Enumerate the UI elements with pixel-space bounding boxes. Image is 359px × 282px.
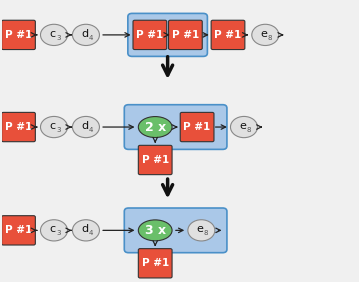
Text: c: c [50, 29, 56, 39]
Text: 3: 3 [56, 127, 61, 133]
FancyBboxPatch shape [180, 113, 214, 142]
FancyBboxPatch shape [168, 20, 202, 50]
Text: e: e [197, 224, 204, 234]
Text: e: e [239, 121, 246, 131]
Circle shape [41, 116, 67, 138]
Text: P #1: P #1 [5, 30, 32, 40]
Text: 3: 3 [56, 230, 61, 236]
FancyBboxPatch shape [211, 20, 245, 50]
Text: 8: 8 [204, 230, 208, 236]
Text: P #1: P #1 [141, 258, 169, 268]
Circle shape [73, 220, 99, 241]
Text: 2 x: 2 x [145, 120, 166, 134]
Circle shape [41, 24, 67, 45]
Text: c: c [50, 224, 56, 234]
FancyBboxPatch shape [124, 105, 227, 149]
Text: 8: 8 [246, 127, 251, 133]
Text: P #1: P #1 [5, 225, 32, 235]
Text: P #1: P #1 [214, 30, 242, 40]
FancyBboxPatch shape [128, 14, 208, 56]
Circle shape [41, 220, 67, 241]
Text: P #1: P #1 [183, 122, 211, 132]
Circle shape [252, 24, 279, 45]
FancyBboxPatch shape [1, 20, 35, 50]
FancyBboxPatch shape [124, 208, 227, 253]
Text: d: d [81, 224, 88, 234]
Ellipse shape [138, 220, 172, 241]
Text: 3: 3 [56, 35, 61, 41]
FancyBboxPatch shape [133, 20, 167, 50]
Text: d: d [81, 121, 88, 131]
Text: c: c [50, 121, 56, 131]
Text: 8: 8 [268, 35, 272, 41]
Text: d: d [81, 29, 88, 39]
Text: e: e [261, 29, 268, 39]
Text: P #1: P #1 [141, 155, 169, 165]
Circle shape [73, 116, 99, 138]
Circle shape [73, 24, 99, 45]
Circle shape [230, 116, 257, 138]
Circle shape [188, 220, 215, 241]
Text: 4: 4 [88, 35, 93, 41]
Text: P #1: P #1 [136, 30, 163, 40]
Text: 3 x: 3 x [145, 224, 166, 237]
Ellipse shape [138, 116, 172, 138]
FancyBboxPatch shape [1, 113, 35, 142]
Text: P #1: P #1 [172, 30, 199, 40]
Text: P #1: P #1 [5, 122, 32, 132]
FancyBboxPatch shape [138, 145, 172, 175]
FancyBboxPatch shape [138, 249, 172, 278]
Text: 4: 4 [88, 127, 93, 133]
Text: 4: 4 [88, 230, 93, 236]
FancyBboxPatch shape [1, 216, 35, 245]
